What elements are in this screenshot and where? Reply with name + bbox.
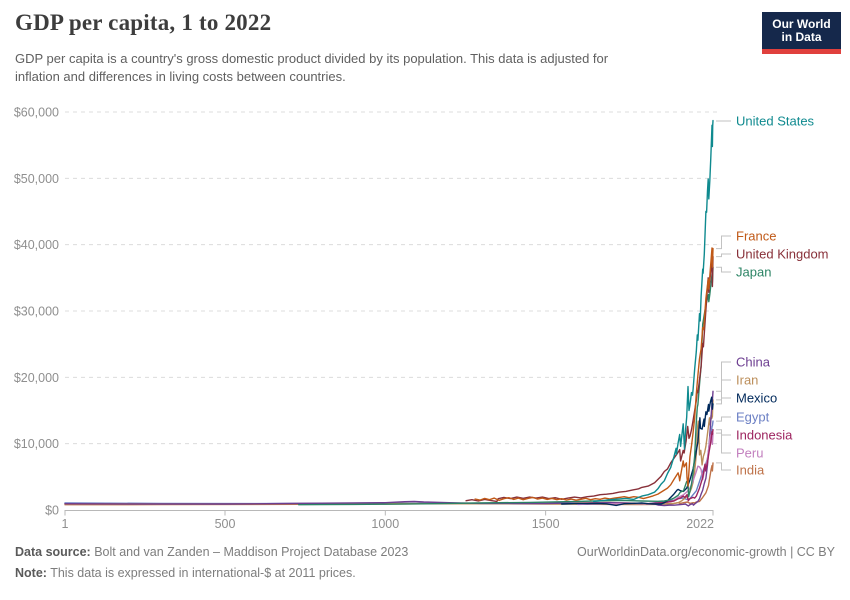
label-connector-united-kingdom bbox=[716, 253, 731, 258]
subtitle-line-1: GDP per capita is a country's gross dome… bbox=[15, 51, 609, 66]
label-connector-china bbox=[716, 361, 731, 392]
country-label-peru[interactable]: Peru bbox=[736, 446, 763, 461]
country-label-france[interactable]: France bbox=[736, 229, 776, 244]
label-connector-egypt bbox=[716, 416, 731, 422]
country-label-china[interactable]: China bbox=[736, 355, 771, 370]
country-label-japan[interactable]: Japan bbox=[736, 265, 771, 280]
label-connector-indonesia bbox=[716, 429, 731, 436]
series-line-japan bbox=[298, 266, 714, 506]
y-axis-tick-label: $30,000 bbox=[14, 305, 59, 319]
note-line: Note: This data is expressed in internat… bbox=[15, 566, 835, 580]
note-text: This data is expressed in international-… bbox=[50, 566, 356, 580]
country-label-iran[interactable]: Iran bbox=[736, 373, 758, 388]
label-connector-peru bbox=[716, 432, 731, 454]
country-label-united-states[interactable]: United States bbox=[736, 114, 815, 129]
page-title: GDP per capita, 1 to 2022 bbox=[15, 10, 272, 35]
y-axis-tick-label: $50,000 bbox=[14, 172, 59, 186]
y-axis-tick-label: $60,000 bbox=[14, 106, 59, 120]
country-label-india[interactable]: India bbox=[736, 463, 765, 478]
logo-line-1: Our World bbox=[772, 17, 831, 31]
y-axis-tick-label: $40,000 bbox=[14, 238, 59, 252]
y-axis-tick-label: $0 bbox=[45, 504, 59, 518]
note-label: Note: bbox=[15, 566, 47, 580]
data-source-line: Data source: Bolt and van Zanden – Maddi… bbox=[15, 545, 835, 559]
x-axis-tick-label: 2022 bbox=[686, 517, 714, 531]
series-line-mexico bbox=[561, 396, 714, 507]
label-connector-france bbox=[716, 235, 731, 250]
series-line-iran bbox=[64, 399, 714, 506]
logo-line-2: in Data bbox=[781, 30, 822, 44]
series-line-china bbox=[64, 390, 714, 507]
series-line-france bbox=[474, 247, 714, 502]
label-connector-mexico bbox=[716, 397, 731, 405]
series-line-united-kingdom bbox=[465, 255, 714, 503]
chart-subtitle: GDP per capita is a country's gross dome… bbox=[15, 50, 608, 86]
country-label-mexico[interactable]: Mexico bbox=[736, 391, 777, 406]
x-axis-tick-label: 500 bbox=[215, 517, 236, 531]
x-axis-tick-label: 1 bbox=[62, 517, 69, 531]
owid-link[interactable]: OurWorldinData.org/economic-growth | CC … bbox=[577, 545, 835, 559]
owid-logo[interactable]: Our World in Data bbox=[762, 12, 841, 54]
y-axis-tick-label: $10,000 bbox=[14, 437, 59, 451]
y-axis-tick-label: $20,000 bbox=[14, 371, 59, 385]
chart-footer: Data source: Bolt and van Zanden – Maddi… bbox=[15, 545, 835, 580]
series-line-indonesia bbox=[645, 429, 714, 505]
series-line-egypt bbox=[64, 420, 714, 505]
series-line-united-states bbox=[593, 119, 714, 503]
x-axis-tick-label: 1000 bbox=[371, 517, 399, 531]
data-source-text: Bolt and van Zanden – Maddison Project D… bbox=[94, 545, 409, 559]
country-label-indonesia[interactable]: Indonesia bbox=[736, 428, 793, 443]
label-connector-iran bbox=[716, 379, 731, 401]
data-source-label: Data source: bbox=[15, 545, 91, 559]
label-connector-japan bbox=[716, 266, 731, 273]
label-connector-india bbox=[716, 462, 731, 471]
country-label-egypt[interactable]: Egypt bbox=[736, 410, 770, 425]
x-axis-tick-label: 1500 bbox=[532, 517, 560, 531]
subtitle-line-2: inflation and differences in living cost… bbox=[15, 69, 346, 84]
country-label-united-kingdom[interactable]: United Kingdom bbox=[736, 247, 829, 262]
